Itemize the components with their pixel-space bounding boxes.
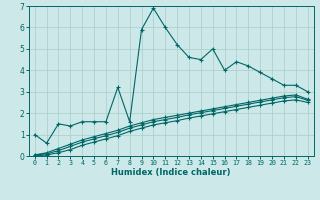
X-axis label: Humidex (Indice chaleur): Humidex (Indice chaleur) <box>111 168 231 177</box>
